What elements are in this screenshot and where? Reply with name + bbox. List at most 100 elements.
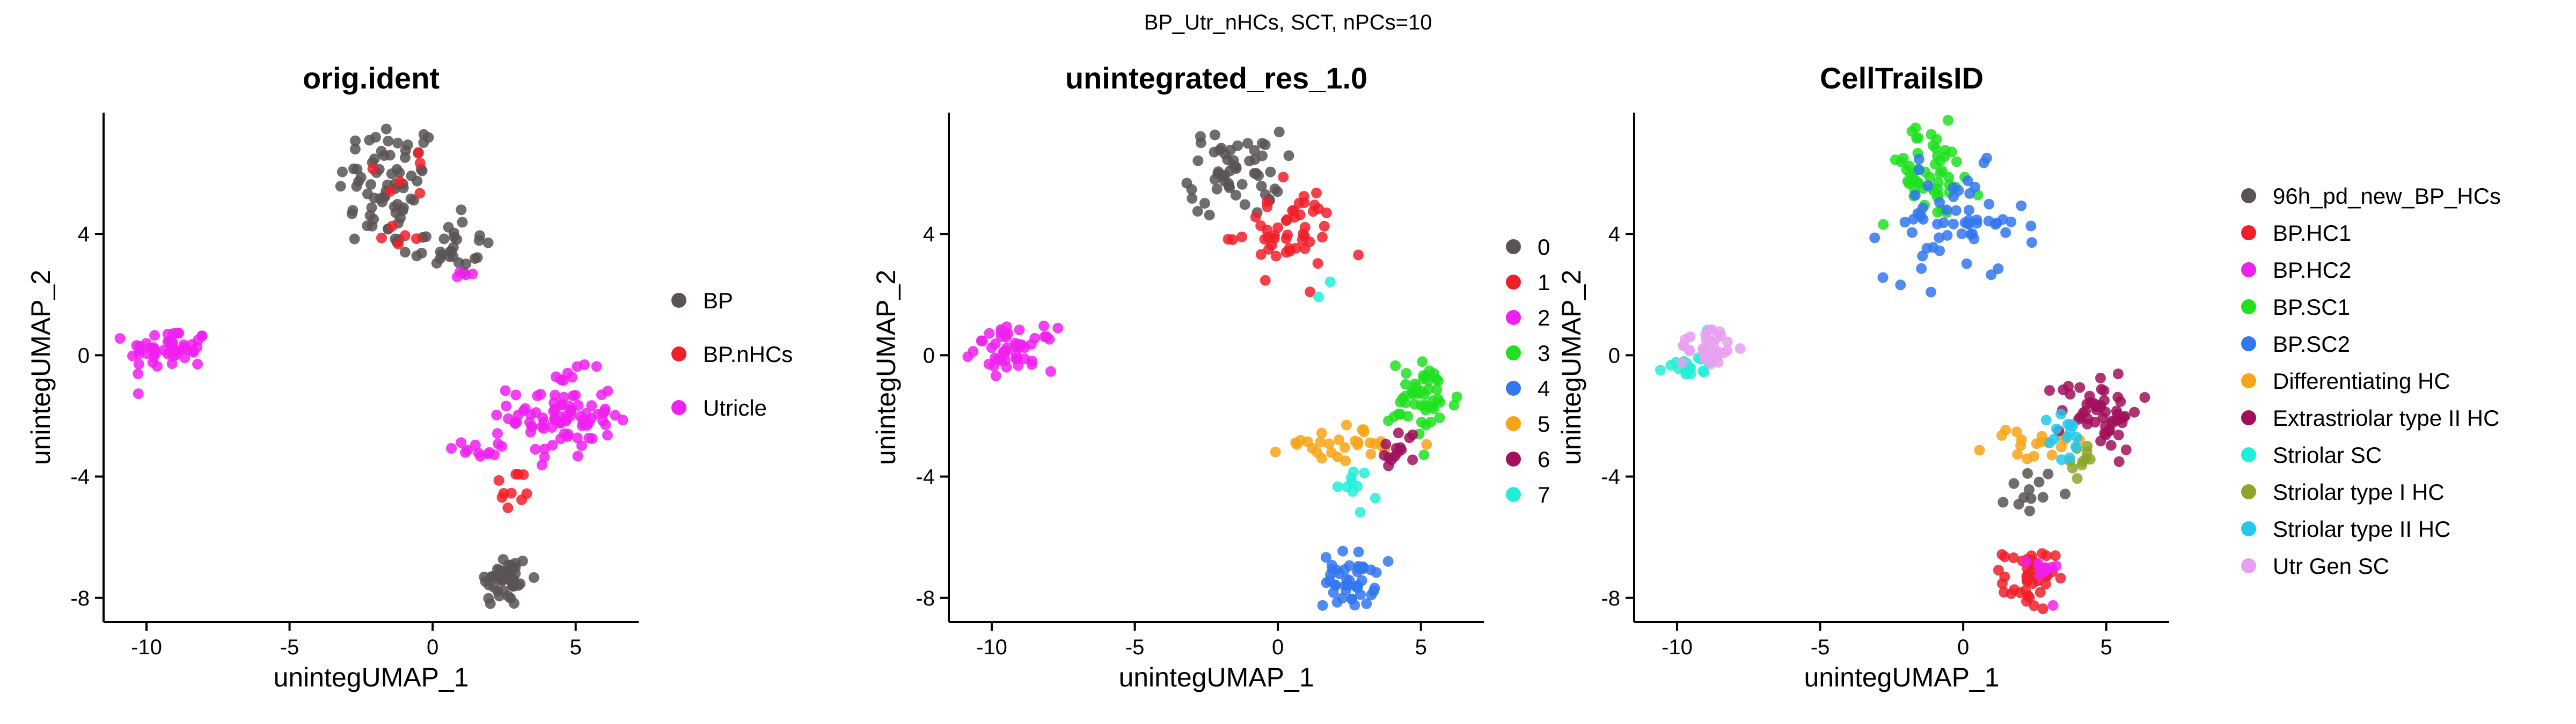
point: [1255, 220, 1267, 231]
point: [1236, 179, 1248, 190]
point: [347, 205, 358, 216]
point: [1014, 324, 1025, 336]
point: [482, 237, 494, 248]
point: [1421, 370, 1432, 381]
panels: orig.ident-10 -5 0 5-8-404unintegUMAP_1unin…: [26, 61, 2501, 692]
point: [1922, 180, 1934, 191]
point: [392, 137, 404, 149]
point: [2051, 423, 2062, 434]
point: [1355, 507, 1366, 518]
point: [1358, 424, 1369, 435]
point: [2028, 450, 2039, 462]
point: [1932, 151, 1943, 162]
legend-label: 1: [1538, 270, 1550, 295]
point: [133, 359, 144, 370]
point: [562, 367, 573, 379]
point: [365, 179, 376, 190]
legend-swatch: [1506, 381, 1521, 396]
legend-swatch: [2241, 373, 2256, 388]
legend-label: Utricle: [703, 395, 767, 420]
point: [1012, 353, 1023, 364]
point: [1223, 178, 1234, 189]
y-axis-label: unintegUMAP_2: [26, 270, 56, 465]
point: [508, 598, 519, 609]
point: [1259, 234, 1270, 245]
point: [572, 361, 583, 372]
legend-label: Differentiating HC: [2273, 368, 2450, 394]
point: [1423, 383, 1435, 395]
point: [1239, 199, 1250, 210]
point: [2072, 473, 2083, 484]
point: [1349, 600, 1360, 611]
point: [2024, 484, 2035, 495]
point: [1369, 582, 1380, 594]
scatter-panel-2: unintegrated_res_1.0 -10 -5 0 5 -8 -4 0 4 uninteg…: [871, 61, 1550, 692]
legend-label: BP.HC1: [2273, 220, 2351, 246]
point: [1921, 242, 1933, 254]
point: [572, 450, 583, 462]
point: [2026, 237, 2037, 248]
point: [1895, 279, 1906, 291]
legend-swatch: [2241, 558, 2256, 573]
point: [2025, 493, 2037, 504]
point: [1321, 207, 1332, 218]
legend-label: BP.HC2: [2273, 257, 2351, 283]
point: [438, 233, 450, 245]
point: [1942, 115, 1953, 126]
point: [364, 210, 376, 221]
point: [1908, 213, 1919, 225]
point: [2037, 603, 2048, 615]
legend-swatch: [671, 346, 686, 361]
point: [2022, 468, 2033, 479]
point: [518, 469, 529, 480]
point: [133, 388, 144, 400]
legend-label: BP.nHCs: [703, 342, 793, 367]
point: [570, 390, 581, 401]
legend-label: 0: [1538, 234, 1550, 260]
point: [1396, 444, 1407, 455]
point: [2067, 420, 2079, 431]
point: [335, 181, 346, 192]
point: [1906, 125, 1918, 137]
point: [178, 339, 189, 350]
point: [1395, 409, 1406, 420]
point: [411, 233, 422, 245]
point: [1282, 230, 1293, 240]
point: [583, 432, 595, 444]
y-tick-label: 4: [78, 223, 90, 246]
point: [2037, 548, 2048, 559]
legend-swatch: [2241, 484, 2256, 499]
x-tick-label: -10: [976, 636, 1007, 659]
point: [2084, 390, 2095, 402]
point: [1353, 249, 1364, 261]
legend-label: 4: [1538, 376, 1550, 401]
point: [990, 370, 1001, 381]
point: [1701, 341, 1712, 351]
point: [539, 452, 550, 463]
point: [2089, 417, 2101, 428]
point: [1257, 150, 1268, 161]
legend-label: BP.SC2: [2273, 331, 2350, 357]
point: [366, 202, 377, 213]
point: [1328, 587, 1339, 598]
point: [1697, 365, 1709, 376]
point: [1250, 211, 1261, 223]
point: [1299, 231, 1310, 242]
point: [1223, 234, 1234, 245]
point: [1333, 434, 1344, 446]
point: [1383, 452, 1394, 463]
point: [1999, 571, 2010, 582]
point: [1413, 388, 1424, 399]
point: [1999, 551, 2010, 563]
point: [1938, 217, 1949, 228]
point: [2024, 592, 2035, 603]
point: [996, 324, 1007, 335]
point: [1404, 432, 1415, 444]
point: [1278, 172, 1289, 183]
point: [1890, 154, 1901, 165]
legend-label: 7: [1538, 482, 1550, 507]
point: [2104, 425, 2114, 437]
point: [1339, 442, 1350, 453]
point: [1052, 322, 1064, 334]
x-tick-label: -5: [1125, 636, 1145, 659]
